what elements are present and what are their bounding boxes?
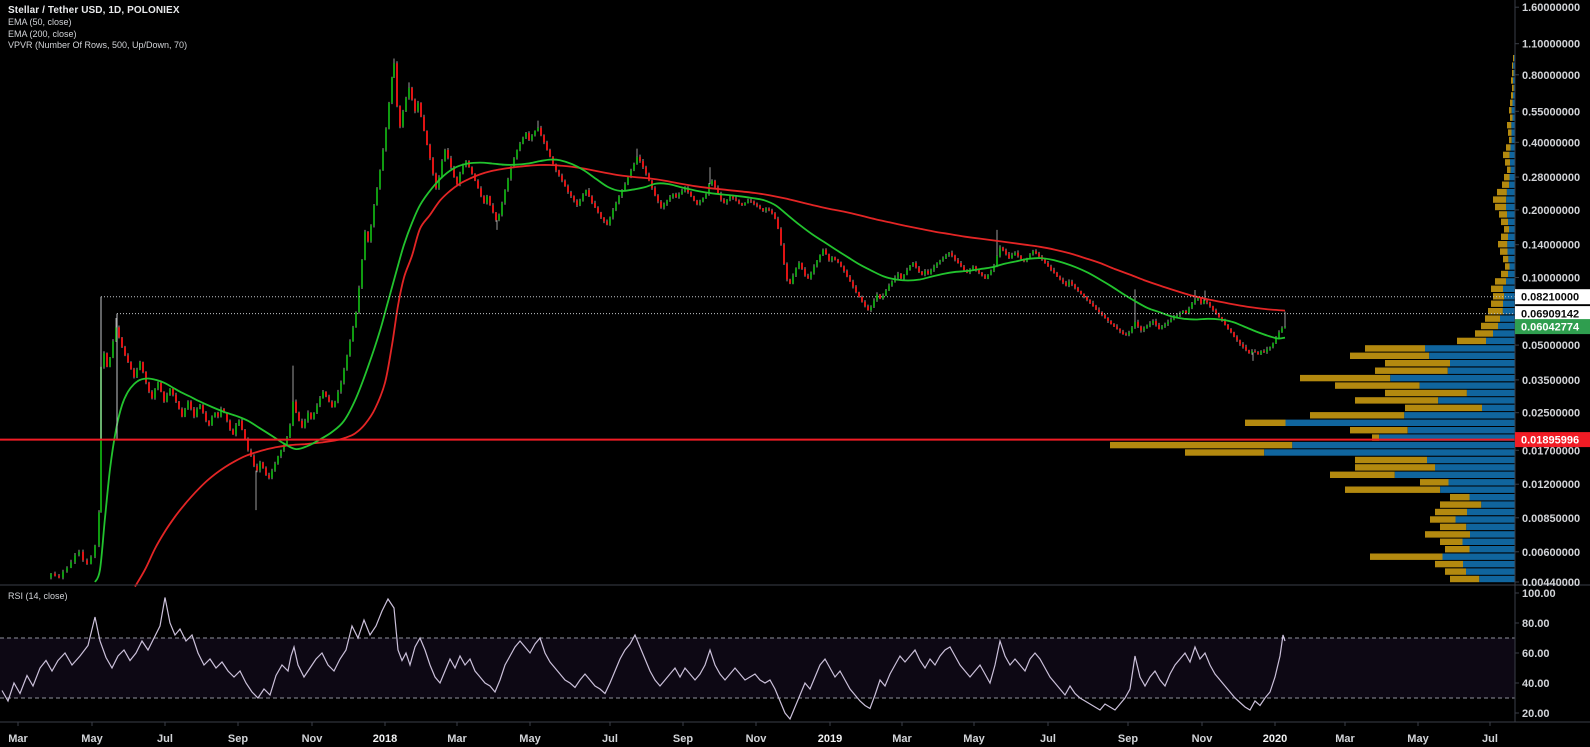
svg-text:0.08210000: 0.08210000: [1521, 292, 1579, 304]
svg-text:Mar: Mar: [1335, 733, 1355, 745]
svg-text:Sep: Sep: [228, 733, 248, 745]
indicator-ema50-label[interactable]: EMA (50, close): [8, 17, 72, 27]
svg-text:May: May: [1407, 733, 1429, 745]
svg-text:Nov: Nov: [1192, 733, 1214, 745]
symbol-title[interactable]: Stellar / Tether USD, 1D, POLONIEX: [8, 5, 180, 16]
svg-text:1.60000000: 1.60000000: [1522, 2, 1580, 14]
ema50-line: [94, 158, 1286, 583]
pane-separators: [0, 0, 1590, 723]
svg-text:0.03500000: 0.03500000: [1522, 375, 1580, 387]
svg-text:2018: 2018: [373, 733, 397, 745]
svg-text:0.40000000: 0.40000000: [1522, 137, 1580, 149]
svg-text:Jul: Jul: [1040, 733, 1056, 745]
candlestick-series: [50, 58, 1286, 580]
svg-text:Mar: Mar: [447, 733, 467, 745]
volume-profile: [1110, 55, 1516, 583]
svg-text:Nov: Nov: [302, 733, 324, 745]
svg-text:2020: 2020: [1263, 733, 1287, 745]
svg-text:0.00850000: 0.00850000: [1522, 513, 1580, 525]
indicator-ema200-label[interactable]: EMA (200, close): [8, 28, 77, 39]
svg-text:0.02500000: 0.02500000: [1522, 408, 1580, 420]
svg-text:0.28000000: 0.28000000: [1522, 172, 1580, 184]
svg-text:Jul: Jul: [157, 733, 173, 745]
time-axis[interactable]: Mar May Jul Sep Nov 2018 Mar May Jul Sep Nov 2019 Ma…: [8, 722, 1498, 745]
svg-text:0.05000000: 0.05000000: [1522, 340, 1580, 352]
ema200-line: [134, 164, 1286, 588]
svg-text:Mar: Mar: [8, 733, 28, 745]
svg-text:0.01700000: 0.01700000: [1522, 445, 1580, 457]
svg-text:May: May: [963, 733, 985, 745]
svg-text:2019: 2019: [818, 733, 842, 745]
rsi-pane: [0, 597, 1515, 721]
svg-text:May: May: [519, 733, 541, 745]
svg-text:0.06909142: 0.06909142: [1521, 309, 1579, 321]
svg-text:1.10000000: 1.10000000: [1522, 39, 1580, 51]
svg-text:0.00600000: 0.00600000: [1522, 547, 1580, 559]
svg-text:Mar: Mar: [892, 733, 912, 745]
svg-text:100.00: 100.00: [1522, 588, 1556, 600]
svg-text:80.00: 80.00: [1522, 618, 1550, 630]
svg-text:0.10000000: 0.10000000: [1522, 273, 1580, 285]
chart-legend: Stellar / Tether USD, 1D, POLONIEX EMA (…: [8, 5, 187, 52]
price-axis[interactable]: 1.60000000 1.10000000 0.80000000 0.55000000…: [1515, 2, 1580, 589]
svg-text:20.00: 20.00: [1522, 708, 1550, 720]
svg-text:0.06042774: 0.06042774: [1521, 322, 1580, 334]
svg-text:Sep: Sep: [1118, 733, 1138, 745]
svg-text:0.14000000: 0.14000000: [1522, 240, 1580, 252]
indicator-vpvr-label[interactable]: VPVR (Number Of Rows, 500, Up/Down, 70): [8, 40, 188, 50]
price-range-drawings[interactable]: [100, 296, 1515, 440]
svg-text:0.01895996: 0.01895996: [1521, 435, 1579, 447]
svg-text:0.80000000: 0.80000000: [1522, 70, 1580, 82]
rsi-indicator-label[interactable]: RSI (14, close): [8, 591, 68, 601]
rsi-axis[interactable]: 100.00 80.00 60.00 40.00 20.00: [1515, 588, 1556, 720]
svg-text:60.00: 60.00: [1522, 648, 1550, 660]
svg-text:0.20000000: 0.20000000: [1522, 205, 1580, 217]
svg-text:40.00: 40.00: [1522, 678, 1550, 690]
svg-text:Jul: Jul: [602, 733, 618, 745]
svg-text:Sep: Sep: [673, 733, 693, 745]
svg-text:Nov: Nov: [746, 733, 768, 745]
svg-text:May: May: [81, 733, 103, 745]
svg-text:0.00440000: 0.00440000: [1522, 577, 1580, 589]
svg-text:0.01200000: 0.01200000: [1522, 479, 1580, 491]
svg-text:Jul: Jul: [1482, 733, 1498, 745]
svg-text:0.55000000: 0.55000000: [1522, 106, 1580, 118]
